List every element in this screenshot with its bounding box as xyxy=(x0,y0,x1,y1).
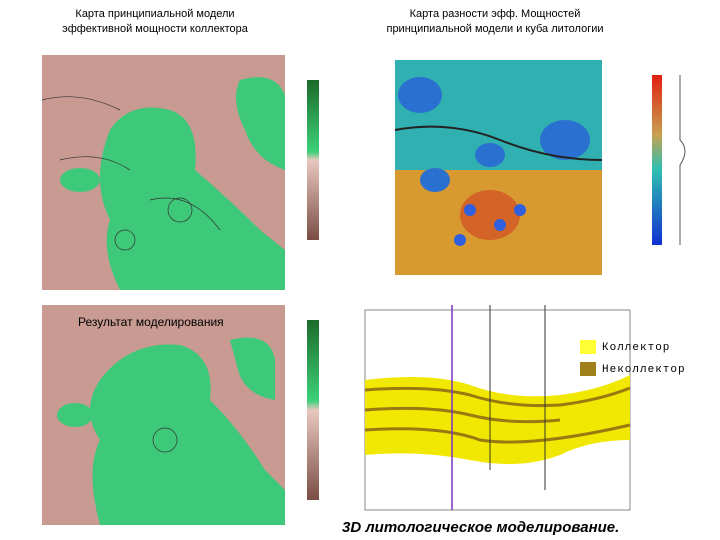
caption: 3D литологическое моделирование. xyxy=(342,519,619,536)
colorbar xyxy=(652,75,662,245)
legend-swatch xyxy=(580,340,596,354)
title-line: принципиальной модели и куба литологии xyxy=(386,23,603,35)
legend-swatch xyxy=(580,362,596,376)
map-top-right xyxy=(394,60,603,275)
legend-label: Коллектор xyxy=(602,342,670,354)
histogram xyxy=(679,75,686,245)
map-bottom-left xyxy=(42,305,285,525)
result-label: Результат моделирования xyxy=(78,315,224,329)
title-line: Карта принципиальной модели xyxy=(75,8,234,20)
cross-section xyxy=(364,305,631,511)
title-line: эффективной мощности коллектора xyxy=(62,23,249,35)
colorbar xyxy=(307,320,319,500)
title-line: Карта разности эфф. Мощностей xyxy=(410,8,581,20)
map-top-left xyxy=(41,55,285,290)
colorbar xyxy=(307,80,319,240)
legend-label: Неколлектор xyxy=(602,364,686,376)
